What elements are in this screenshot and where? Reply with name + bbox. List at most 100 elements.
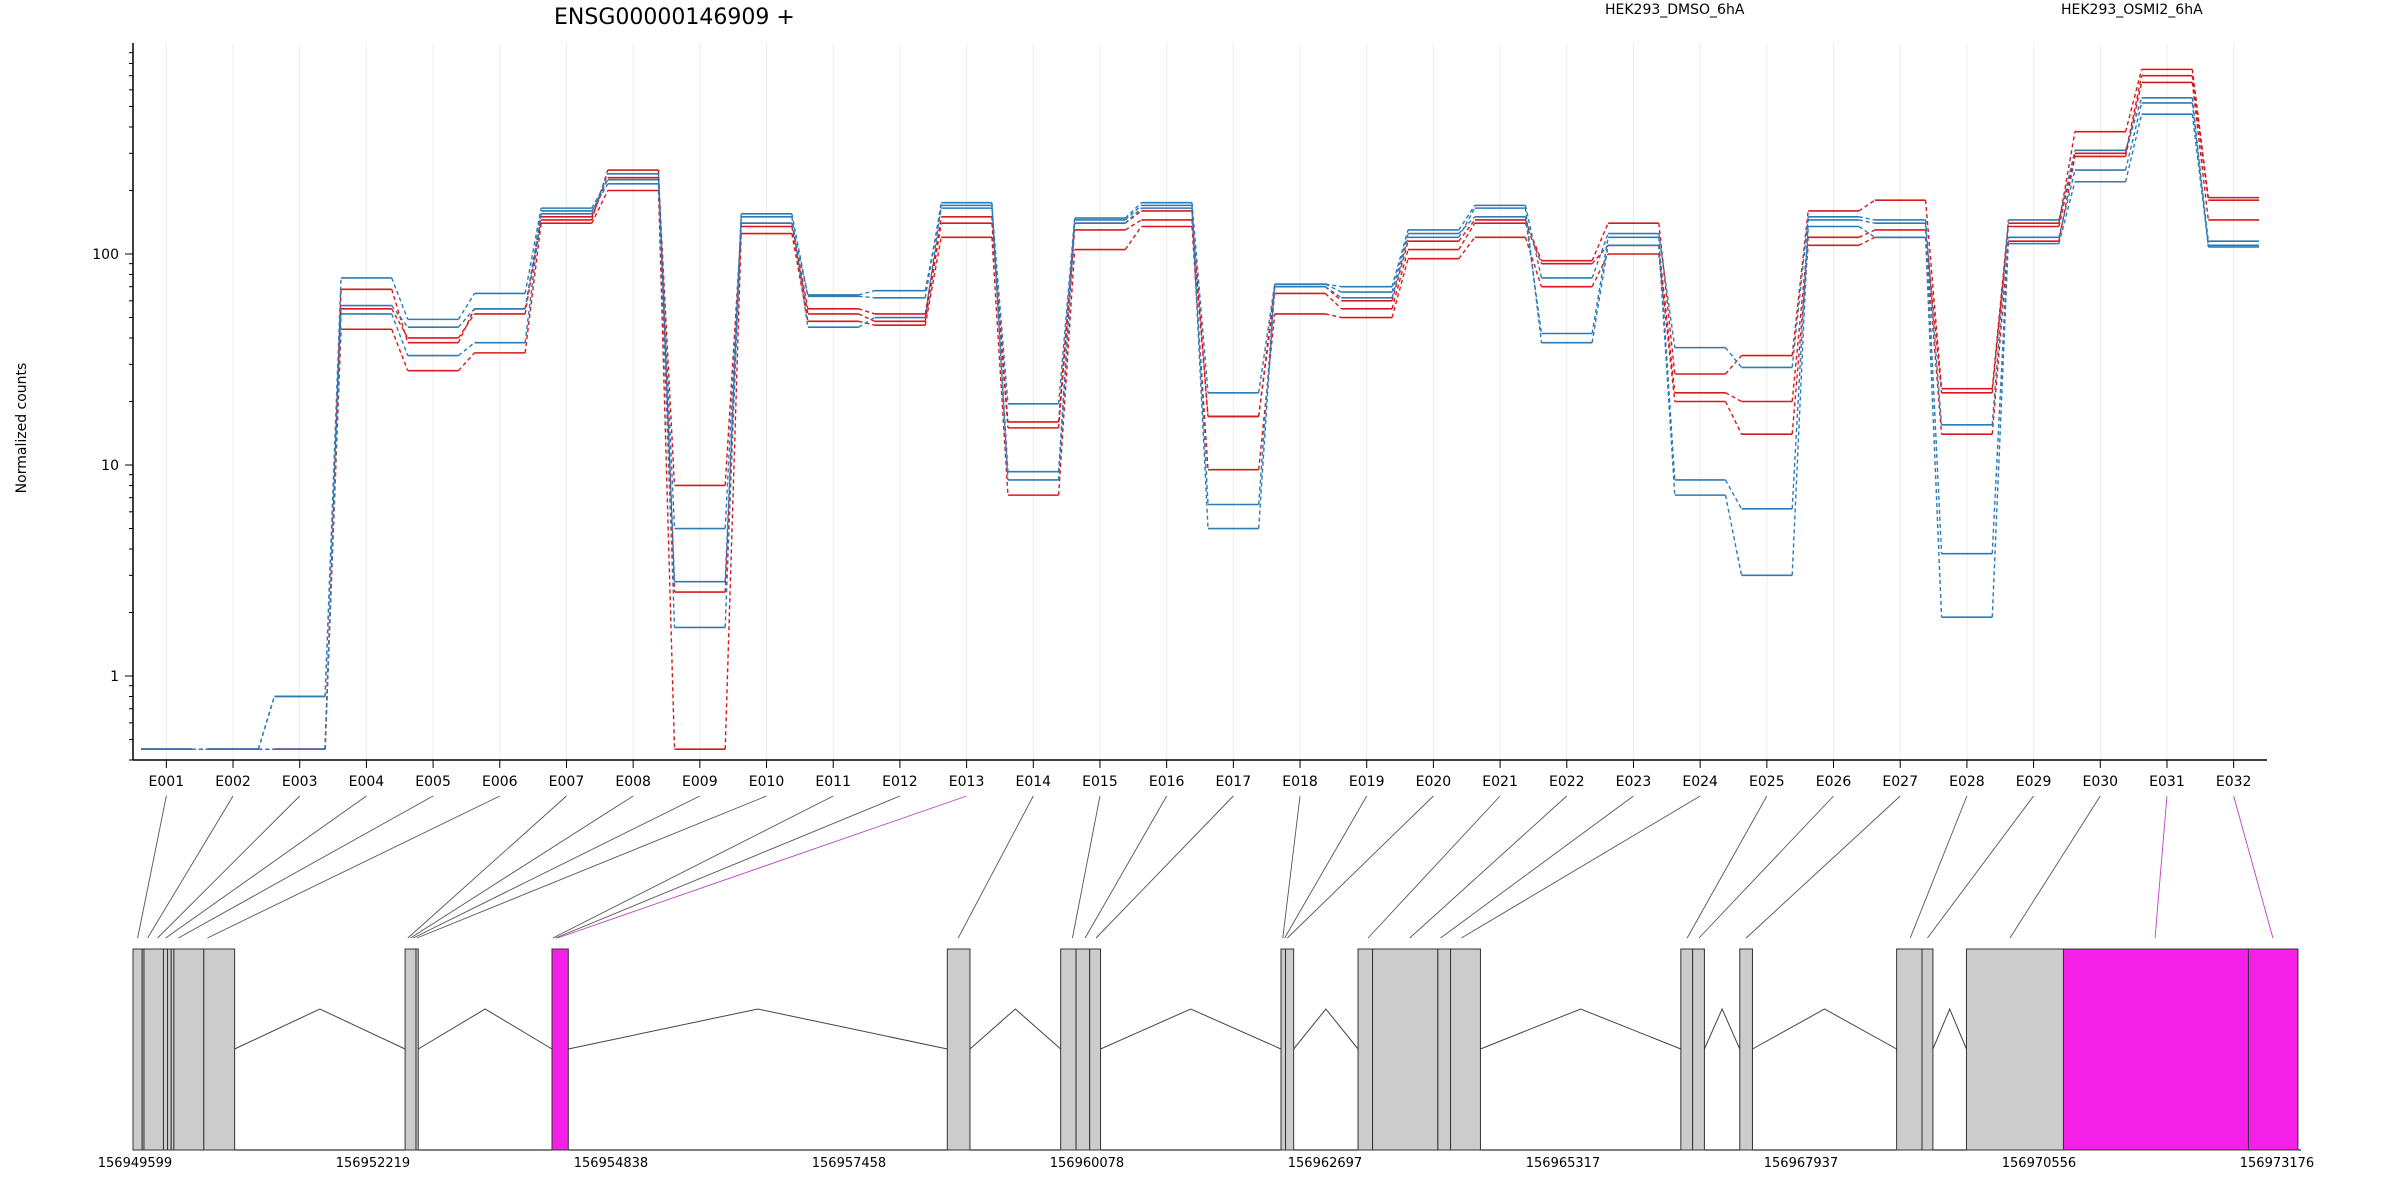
- exon-block: [1285, 948, 1295, 1151]
- data-transition: [657, 179, 676, 529]
- y-tick-label: 10: [101, 458, 119, 474]
- data-transition: [1324, 286, 1342, 299]
- data-transition: [1257, 286, 1276, 529]
- exon-connector: [2009, 795, 2101, 939]
- data-transition: [1124, 219, 1142, 231]
- data-transition: [391, 305, 409, 328]
- x-tick-label-e006: E006: [482, 774, 518, 790]
- intron-line: [969, 1008, 1061, 1050]
- data-transition: [1191, 205, 1209, 505]
- data-transition: [1057, 219, 1076, 472]
- data-transition: [991, 237, 1009, 496]
- x-tick-label-e032: E032: [2216, 774, 2252, 790]
- data-transition: [2058, 150, 2076, 221]
- data-transition: [524, 210, 542, 343]
- data-transition: [524, 207, 542, 294]
- exon-connector: [2154, 795, 2168, 939]
- exon-block: [203, 948, 236, 1151]
- x-tick-label-e020: E020: [1416, 774, 1452, 790]
- data-transition: [457, 308, 476, 343]
- data-transition: [1858, 229, 1876, 238]
- exon-block: [1921, 948, 1934, 1151]
- data-transition: [1191, 208, 1209, 529]
- data-transition: [1724, 401, 1743, 435]
- data-transition: [1924, 237, 1943, 618]
- series-5: [141, 96, 2259, 751]
- data-transition: [1124, 204, 1142, 221]
- data-transition: [1724, 494, 1743, 576]
- intron-line: [1752, 1008, 1897, 1050]
- data-transition: [1991, 241, 2009, 435]
- data-transition: [2124, 114, 2143, 182]
- data-transition: [457, 342, 475, 357]
- y-axis: 1 10 100: [92, 43, 134, 761]
- data-transition: [858, 295, 875, 299]
- exon-block: [1437, 948, 1452, 1151]
- exon-block: [551, 948, 569, 1151]
- data-transition: [1724, 479, 1743, 510]
- exon-block: [1450, 948, 1481, 1151]
- data-transition: [1257, 284, 1276, 505]
- exon-connector: [552, 795, 834, 939]
- exon-connector: [2233, 795, 2274, 939]
- data-transition: [724, 213, 742, 582]
- x-tick-label-e004: E004: [349, 774, 385, 790]
- data-transition: [2124, 97, 2143, 151]
- data-transition: [1924, 219, 1943, 425]
- x-tick-label-e027: E027: [1882, 774, 1918, 790]
- x-tick-label-e009: E009: [682, 774, 718, 790]
- series-group: [141, 68, 2259, 751]
- data-transition: [858, 313, 875, 322]
- exon-connector: [1084, 795, 1168, 939]
- exon-block: [1965, 948, 2064, 1151]
- genomic-coordinate-label: 156949599: [98, 1156, 172, 1171]
- genomic-coordinate-label: 156954838: [574, 1156, 648, 1171]
- exon-block: [1280, 948, 1287, 1151]
- genomic-coordinate-label: 156967937: [1764, 1156, 1838, 1171]
- data-transition: [1524, 237, 1543, 287]
- intron-line: [234, 1008, 406, 1050]
- data-transition: [457, 313, 476, 339]
- data-transition: [2058, 181, 2076, 244]
- data-transition: [1458, 222, 1476, 250]
- genomic-coordinate-label: 156952219: [336, 1156, 410, 1171]
- exon-block: [173, 948, 205, 1151]
- exon-connector: [165, 795, 367, 939]
- data-transition: [2124, 82, 2143, 157]
- exon-connector: [1461, 795, 1701, 939]
- exon-connector: [557, 795, 967, 939]
- data-transition: [1391, 258, 1409, 318]
- x-tick-label-e015: E015: [1082, 774, 1118, 790]
- genomic-coordinate-label: 156957458: [812, 1156, 886, 1171]
- data-transition: [724, 226, 742, 486]
- exon-block: [2247, 948, 2299, 1151]
- exon-block: [1089, 948, 1102, 1151]
- data-transition: [657, 183, 676, 628]
- data-transition: [791, 233, 809, 322]
- exon-connector: [1284, 795, 1368, 939]
- exon-connector: [178, 795, 434, 939]
- exon-block: [2062, 948, 2249, 1151]
- x-tick-label-e024: E024: [1682, 774, 1718, 790]
- exon-connector: [413, 795, 701, 939]
- data-transition: [257, 696, 276, 750]
- exon-block: [946, 948, 971, 1151]
- exon-connector: [137, 795, 167, 939]
- legend-osmi2: HEK293_OSMI2_6hA: [2061, 2, 2203, 18]
- x-tick-label-e011: E011: [815, 774, 851, 790]
- exon-connector: [1367, 795, 1501, 939]
- exon-block: [415, 948, 419, 1151]
- x-tick-label-e031: E031: [2149, 774, 2185, 790]
- data-transition: [991, 205, 1009, 480]
- data-transition: [391, 308, 409, 339]
- series-2: [141, 68, 2259, 751]
- data-transition: [791, 223, 809, 296]
- exon-connector: [207, 795, 500, 939]
- data-transition: [1658, 223, 1676, 375]
- data-transition: [1458, 216, 1476, 235]
- x-tick-label-e030: E030: [2082, 774, 2118, 790]
- x-tick-label-e019: E019: [1349, 774, 1385, 790]
- data-transition: [991, 202, 1009, 472]
- y-tick-label: 1: [110, 669, 119, 685]
- x-tick-label-e014: E014: [1015, 774, 1051, 790]
